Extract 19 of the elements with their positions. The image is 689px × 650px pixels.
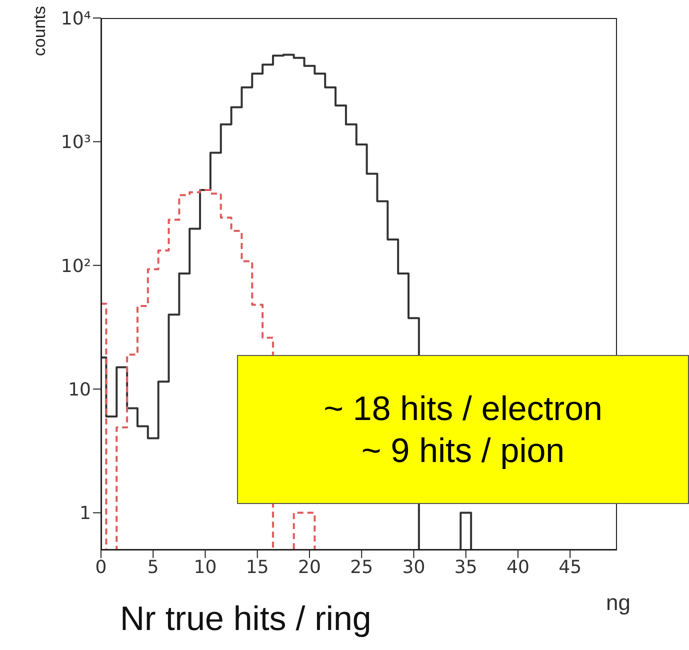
x-tick-label: 20 xyxy=(298,556,321,578)
text: ng xyxy=(606,590,630,616)
x-tick-label: 15 xyxy=(246,556,269,578)
x-tick-label: 30 xyxy=(402,556,426,578)
y-tick-label: 10⁴ xyxy=(60,8,91,30)
x-tick-label: 40 xyxy=(506,556,530,578)
y-tick-label: 1 xyxy=(80,503,91,524)
y-axis-title: counts xyxy=(30,6,50,56)
x-tick-label: 5 xyxy=(147,556,159,578)
x-tick-label: 25 xyxy=(350,556,374,578)
x-axis-title: Nr true hits / ring xyxy=(120,600,372,639)
y-tick-label: 10² xyxy=(60,256,91,277)
x-tick-label: 45 xyxy=(558,556,582,578)
y-tick-label: 10³ xyxy=(60,132,91,154)
x-tick-label: 10 xyxy=(194,556,217,578)
y-tick-label: 10 xyxy=(68,379,91,400)
x-tick-label: 35 xyxy=(454,556,478,578)
x-tick-label: 0 xyxy=(95,556,107,578)
note-box: ~ 18 hits / electron ~ 9 hits / pion xyxy=(237,355,689,504)
